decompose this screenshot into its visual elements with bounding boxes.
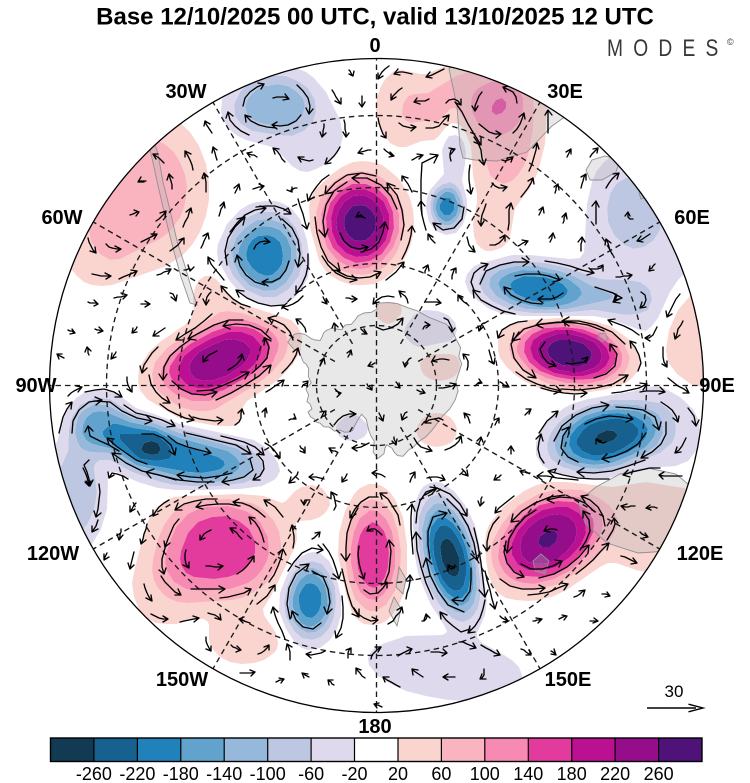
svg-text:120E: 120E (677, 543, 724, 565)
svg-text:90E: 90E (699, 375, 735, 397)
svg-text:20: 20 (388, 764, 408, 783)
svg-text:-60: -60 (298, 764, 324, 783)
svg-text:-140: -140 (206, 764, 242, 783)
svg-text:260: 260 (644, 764, 674, 783)
svg-text:100: 100 (470, 764, 500, 783)
svg-text:140: 140 (513, 764, 543, 783)
svg-text:180: 180 (358, 716, 391, 738)
svg-text:90W: 90W (15, 375, 56, 397)
svg-text:©: © (727, 37, 734, 47)
svg-text:30W: 30W (165, 81, 206, 103)
svg-text:150W: 150W (156, 669, 208, 691)
svg-text:MODES: MODES (607, 34, 729, 62)
svg-text:-260: -260 (76, 764, 112, 783)
svg-text:150E: 150E (545, 669, 592, 691)
svg-text:-180: -180 (163, 764, 199, 783)
svg-text:0: 0 (369, 35, 380, 57)
svg-text:Base 12/10/2025 00 UTC, valid: Base 12/10/2025 00 UTC, valid 13/10/2025… (96, 4, 654, 31)
svg-text:30E: 30E (547, 81, 583, 103)
svg-text:60E: 60E (674, 207, 710, 229)
svg-text:30: 30 (665, 682, 684, 701)
svg-text:120W: 120W (27, 543, 79, 565)
svg-text:180: 180 (557, 764, 587, 783)
svg-text:60W: 60W (41, 207, 82, 229)
svg-text:-220: -220 (119, 764, 155, 783)
svg-text:-100: -100 (250, 764, 286, 783)
svg-text:60: 60 (431, 764, 451, 783)
svg-text:220: 220 (600, 764, 630, 783)
svg-text:-20: -20 (341, 764, 367, 783)
